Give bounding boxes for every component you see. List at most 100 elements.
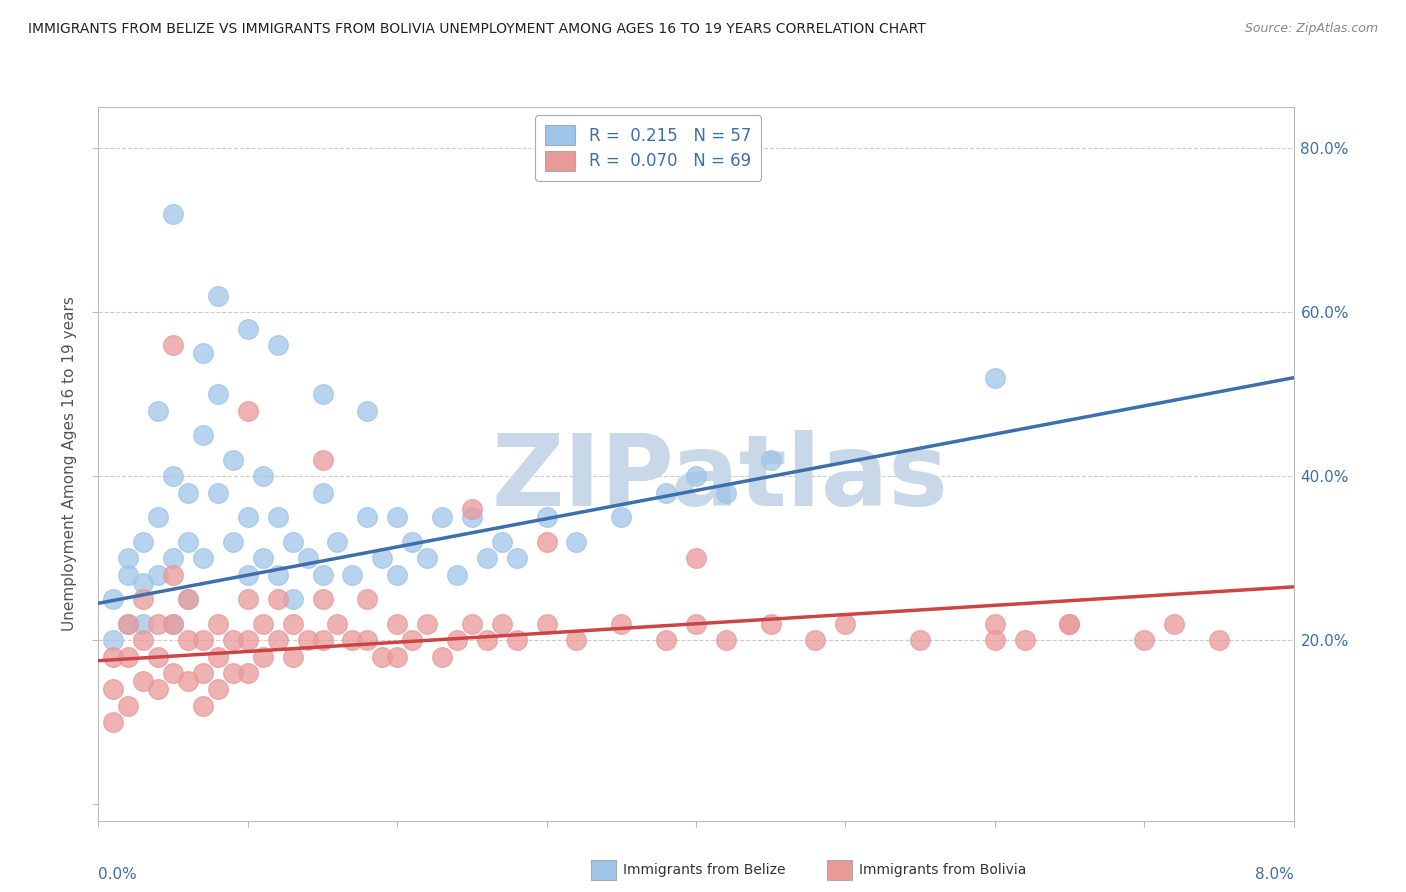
Point [506,551,529,566]
Point [1059,616,1081,631]
Point [236,592,259,607]
Point [685,616,707,631]
Point [132,575,155,590]
Point [132,633,155,648]
Point [148,403,170,417]
Point [267,567,290,582]
Point [685,551,707,566]
Point [446,567,468,582]
Point [236,665,259,680]
Point [461,502,484,516]
Point [236,633,259,648]
Point [207,616,229,631]
Point [610,510,633,524]
Point [983,370,1005,384]
Point [162,665,184,680]
Point [371,649,394,664]
Point [177,592,200,607]
Point [311,567,333,582]
Y-axis label: Unemployment Among Ages 16 to 19 years: Unemployment Among Ages 16 to 19 years [62,296,77,632]
Point [430,510,453,524]
Point [506,633,529,648]
Point [326,534,349,549]
Point [103,715,125,730]
Point [236,403,259,417]
Point [117,567,139,582]
Point [222,534,245,549]
Point [908,633,931,648]
Point [117,616,139,631]
Point [148,510,170,524]
Point [385,567,409,582]
Point [536,616,558,631]
Point [207,649,229,664]
Legend: R =  0.215   N = 57, R =  0.070   N = 69: R = 0.215 N = 57, R = 0.070 N = 69 [536,115,761,180]
Point [326,616,349,631]
Point [252,616,274,631]
Point [148,616,170,631]
Point [416,616,439,631]
Point [311,452,333,467]
Text: ZIPatlas: ZIPatlas [492,430,948,526]
Point [132,592,155,607]
Point [461,510,484,524]
Point [132,534,155,549]
Point [536,510,558,524]
Point [342,633,364,648]
Point [162,207,184,221]
Point [148,682,170,697]
Point [401,534,423,549]
Point [177,534,200,549]
Point [311,485,333,500]
Point [191,428,214,442]
Point [371,551,394,566]
Point [461,616,484,631]
Point [491,616,513,631]
Point [401,633,423,648]
Point [222,633,245,648]
Point [311,387,333,401]
Point [207,682,229,697]
Text: 0.0%: 0.0% [98,867,138,882]
Point [475,633,498,648]
Point [281,616,304,631]
Point [177,674,200,689]
Point [132,674,155,689]
Point [311,633,333,648]
Point [252,649,274,664]
Point [430,649,453,664]
Point [162,551,184,566]
Text: Immigrants from Bolivia: Immigrants from Bolivia [859,863,1026,877]
Point [385,510,409,524]
Point [267,592,290,607]
Point [117,616,139,631]
Point [536,534,558,549]
Point [103,633,125,648]
Point [475,551,498,566]
Point [236,567,259,582]
Point [191,551,214,566]
Point [103,649,125,664]
Point [252,469,274,483]
Point [117,551,139,566]
Point [252,551,274,566]
Point [236,510,259,524]
Point [983,616,1005,631]
Point [385,616,409,631]
Text: Immigrants from Belize: Immigrants from Belize [623,863,786,877]
Point [191,698,214,713]
Point [177,592,200,607]
Point [565,534,588,549]
Point [191,665,214,680]
Point [356,592,378,607]
Point [714,633,737,648]
Text: 8.0%: 8.0% [1254,867,1294,882]
Point [610,616,633,631]
Point [162,616,184,631]
Point [759,452,782,467]
Point [281,649,304,664]
Point [446,633,468,648]
Point [685,469,707,483]
Text: Source: ZipAtlas.com: Source: ZipAtlas.com [1244,22,1378,36]
Point [356,403,378,417]
